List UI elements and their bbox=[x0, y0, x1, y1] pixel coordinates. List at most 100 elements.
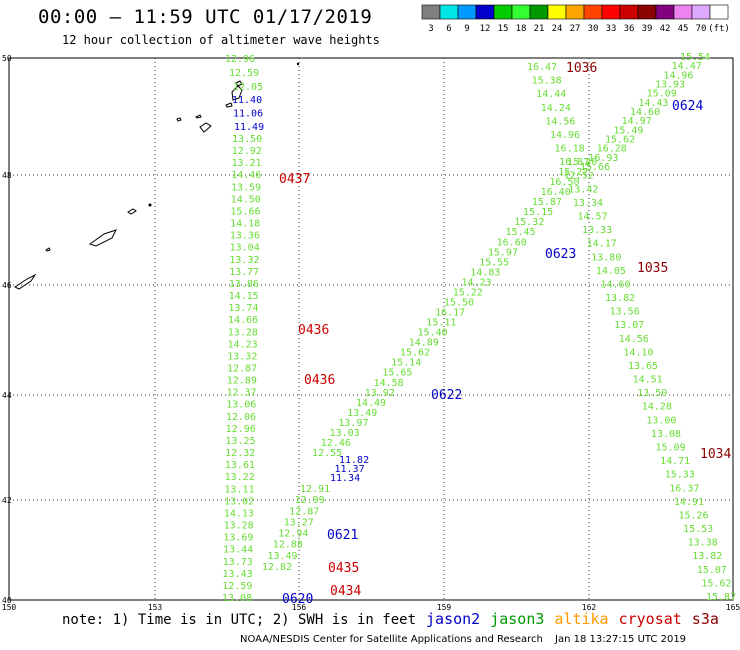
color-scale-label: 18 bbox=[516, 24, 527, 34]
wave-height-value: 13.06 bbox=[226, 400, 256, 411]
wave-height-value: 13.82 bbox=[692, 551, 722, 562]
wave-height-value: 14.49 bbox=[356, 398, 386, 409]
wave-height-value: 13.34 bbox=[573, 198, 603, 209]
map-frame bbox=[8, 57, 734, 601]
wave-height-value: 15.53 bbox=[683, 524, 713, 535]
pass-time-label: 0435 bbox=[328, 561, 359, 576]
wave-height-value: 12.89 bbox=[227, 376, 257, 387]
latitude-label: 44 bbox=[2, 391, 12, 400]
wave-height-value: 14.46 bbox=[231, 170, 261, 181]
wave-height-value: 13.56 bbox=[610, 307, 640, 318]
color-scale-bar: 3 6 9 12 15 18 21 24 27 30 33 36 39 42 45 70 (ft) bbox=[421, 4, 730, 34]
island-outline bbox=[235, 80, 243, 87]
wave-height-value: 13.50 bbox=[232, 134, 262, 145]
color-scale-label: (ft) bbox=[708, 24, 730, 34]
wave-height-value: 13.61 bbox=[225, 460, 255, 471]
wave-height-value: 13.80 bbox=[591, 252, 621, 263]
island-outline bbox=[199, 122, 212, 133]
island-outline bbox=[225, 102, 233, 108]
wave-height-value: 13.02 bbox=[224, 496, 254, 507]
wave-height-value: 14.47 bbox=[672, 61, 702, 72]
wave-height-value: 15.65 bbox=[382, 368, 412, 379]
pass-time-label: 1035 bbox=[637, 261, 668, 276]
wave-height-value: 12.87 bbox=[227, 364, 257, 375]
island-outline bbox=[45, 247, 51, 252]
pass-time-label: 1036 bbox=[566, 61, 597, 76]
wave-height-value: 13.04 bbox=[230, 243, 260, 254]
legend: note: 1) Time is in UTC; 2) SWH is in fe… bbox=[62, 610, 719, 628]
pass-time-label: 0621 bbox=[327, 528, 358, 543]
wave-height-value: 14.56 bbox=[619, 334, 649, 345]
island-outline bbox=[296, 62, 300, 66]
wave-height-value: 13.44 bbox=[223, 545, 253, 556]
wave-height-value: 14.97 bbox=[622, 116, 652, 127]
legend-cryosat: cryosat bbox=[618, 610, 682, 628]
wave-height-value: 13.36 bbox=[230, 231, 260, 242]
wave-height-value: 14.13 bbox=[224, 508, 254, 519]
island-outline bbox=[127, 208, 137, 215]
wave-height-value: 12.96 bbox=[226, 424, 256, 435]
color-scale-label: 3 bbox=[428, 24, 433, 34]
page-title: 00:00 – 11:59 UTC 01/17/2019 bbox=[38, 6, 373, 28]
wave-height-value: 16.93 bbox=[588, 153, 618, 164]
wave-height-value: 15.07 bbox=[697, 565, 727, 576]
wave-height-value: 15.55 bbox=[479, 257, 509, 268]
wave-height-value: 15.14 bbox=[391, 358, 421, 369]
island-outline bbox=[231, 85, 243, 101]
wave-height-value: 15.09 bbox=[647, 89, 677, 100]
wave-height-value: 14.71 bbox=[660, 456, 690, 467]
pass-time-label: 0624 bbox=[672, 99, 703, 114]
wave-height-value: 13.33 bbox=[582, 225, 612, 236]
timestamp-text: Jan 18 13:27:15 UTC 2019 bbox=[555, 634, 687, 645]
pass-time-label: 0436 bbox=[304, 373, 335, 388]
wave-height-value: 15.62 bbox=[400, 348, 430, 359]
wave-height-value: 13.08 bbox=[651, 429, 681, 440]
wave-height-value: 14.51 bbox=[633, 375, 663, 386]
wave-height-value: 14.28 bbox=[642, 402, 672, 413]
color-scale-label: 39 bbox=[642, 24, 653, 34]
wave-height-value: 14.57 bbox=[577, 211, 607, 222]
wave-height-value: 16.37 bbox=[669, 483, 699, 494]
wave-height-value: 15.11 bbox=[426, 318, 456, 329]
latitude-label: 48 bbox=[2, 171, 12, 180]
wave-height-value: 14.58 bbox=[374, 378, 404, 389]
page-subtitle: 12 hour collection of altimeter wave hei… bbox=[62, 33, 380, 47]
wave-height-value: 14.91 bbox=[674, 497, 704, 508]
wave-height-value: 13.22 bbox=[225, 472, 255, 483]
latitude-label: 40 bbox=[2, 596, 12, 605]
color-scale-label: 30 bbox=[588, 24, 599, 34]
wave-height-value: 14.60 bbox=[600, 279, 630, 290]
wave-height-value: 15.27 bbox=[558, 167, 588, 178]
color-scale-label: 33 bbox=[606, 24, 617, 34]
legend-altika: altika bbox=[554, 610, 609, 628]
pass-time-label: 0434 bbox=[330, 584, 361, 599]
legend-jason3: jason3 bbox=[490, 610, 545, 628]
wave-height-value: 15.15 bbox=[523, 207, 553, 218]
wave-height-value: 13.97 bbox=[338, 418, 368, 429]
wave-height-value: 12.59 bbox=[222, 581, 252, 592]
color-scale-label: 42 bbox=[660, 24, 671, 34]
color-scale-label: 21 bbox=[534, 24, 545, 34]
wave-height-value: 16.17 bbox=[435, 308, 465, 319]
wave-height-map: 150 153 156 159 162 165 50 48 46 44 42 40 12.96 12.59… bbox=[2, 52, 740, 610]
wave-height-value: 14.50 bbox=[231, 194, 261, 205]
longitude-label: 162 bbox=[582, 603, 597, 610]
wave-height-value: 11.06 bbox=[233, 109, 263, 120]
pass-time-label: 0436 bbox=[298, 323, 329, 338]
wave-height-value: 14.18 bbox=[230, 219, 260, 230]
wave-height-value: 13.49 bbox=[347, 408, 377, 419]
wave-height-value: 15.62 bbox=[605, 135, 635, 146]
wave-height-value: 15.50 bbox=[444, 297, 474, 308]
color-scale-label: 70 bbox=[696, 24, 707, 34]
wave-height-value: 16.60 bbox=[497, 237, 527, 248]
wave-height-value: 16.87 bbox=[559, 157, 589, 168]
wave-height-value: 14.05 bbox=[596, 266, 626, 277]
wave-height-value: 11.37 bbox=[335, 464, 365, 475]
wave-height-value: 13.69 bbox=[223, 533, 253, 544]
color-swatch bbox=[709, 4, 729, 20]
island-outline bbox=[14, 273, 37, 290]
wave-height-value: 14.10 bbox=[623, 347, 653, 358]
wave-height-value: 11.34 bbox=[330, 473, 360, 484]
island-outline bbox=[88, 229, 117, 247]
